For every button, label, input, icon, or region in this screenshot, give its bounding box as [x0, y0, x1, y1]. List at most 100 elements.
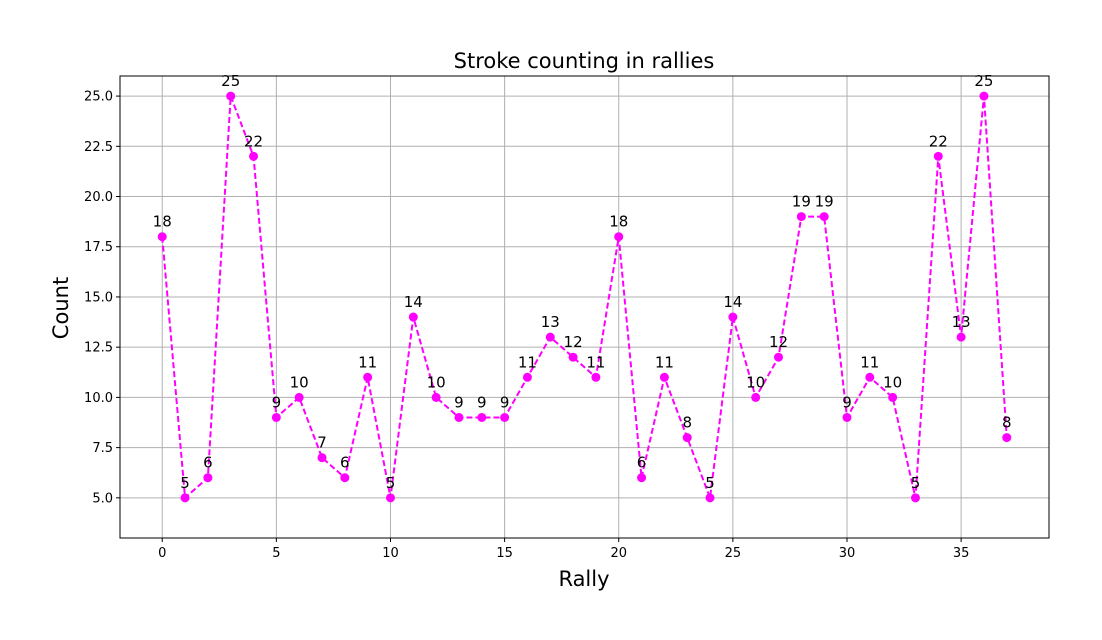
data-point	[203, 473, 213, 483]
data-point	[340, 473, 350, 483]
data-label: 22	[929, 132, 948, 150]
y-tick-label: 10.0	[84, 391, 113, 406]
x-tick-label: 20	[610, 546, 627, 561]
data-label: 5	[705, 474, 715, 492]
data-point	[294, 392, 304, 402]
data-point	[454, 412, 464, 422]
data-point	[180, 493, 190, 503]
chart-title: Stroke counting in rallies	[454, 49, 715, 73]
data-point	[774, 352, 784, 362]
data-point	[591, 372, 601, 382]
data-label: 9	[500, 393, 510, 411]
data-label: 22	[244, 132, 263, 150]
data-point	[363, 372, 373, 382]
data-point	[728, 312, 738, 322]
data-label: 18	[153, 213, 172, 231]
data-point	[1002, 433, 1012, 443]
data-label: 10	[746, 373, 765, 391]
data-label: 19	[815, 193, 834, 211]
series-line	[161, 95, 1008, 499]
x-tick-label: 15	[496, 546, 513, 561]
x-axis-title: Rally	[558, 567, 609, 591]
series-markers	[157, 91, 1012, 503]
data-point	[545, 332, 555, 342]
y-tick-label: 22.5	[84, 140, 113, 155]
y-tick-label: 25.0	[84, 90, 113, 105]
data-point	[865, 372, 875, 382]
data-point	[385, 493, 395, 503]
x-tick-label: 5	[272, 546, 280, 561]
data-point	[659, 372, 669, 382]
x-tick-label: 10	[382, 546, 399, 561]
x-tick-label: 0	[158, 546, 166, 561]
x-tick-label: 30	[839, 546, 856, 561]
data-point	[637, 473, 647, 483]
x-tick-label: 35	[953, 546, 970, 561]
data-point	[796, 212, 806, 222]
data-label: 9	[477, 393, 487, 411]
y-tick-label: 7.5	[92, 441, 113, 456]
data-label: 19	[792, 193, 811, 211]
data-point	[819, 212, 829, 222]
data-label: 9	[842, 393, 852, 411]
data-label: 25	[221, 72, 240, 90]
data-point	[979, 91, 989, 101]
data-label: 14	[404, 293, 423, 311]
data-label: 11	[586, 353, 605, 371]
data-point	[888, 392, 898, 402]
data-label: 8	[682, 414, 692, 432]
data-point	[956, 332, 966, 342]
data-point	[842, 412, 852, 422]
data-label: 8	[1002, 414, 1012, 432]
data-label: 5	[386, 474, 396, 492]
data-point	[477, 412, 487, 422]
series-polyline	[161, 95, 1008, 499]
data-label: 10	[883, 373, 902, 391]
data-point	[910, 493, 920, 503]
y-tick-label: 17.5	[84, 240, 113, 255]
y-tick-label: 12.5	[84, 341, 113, 356]
data-point	[933, 151, 943, 161]
data-label: 12	[564, 333, 583, 351]
data-label: 25	[974, 72, 993, 90]
data-label: 6	[340, 454, 350, 472]
data-label: 11	[518, 353, 537, 371]
data-label: 10	[290, 373, 309, 391]
data-point	[614, 232, 624, 242]
data-point	[682, 433, 692, 443]
data-point	[408, 312, 418, 322]
data-label: 13	[541, 313, 560, 331]
y-tick-label: 15.0	[84, 290, 113, 305]
data-label: 14	[723, 293, 742, 311]
data-point	[249, 151, 259, 161]
data-label: 9	[272, 393, 282, 411]
data-label: 11	[655, 353, 674, 371]
data-point	[317, 453, 327, 463]
axis-ticks: 0 5 10 15 20 25 30 35 5.0 7.5 10.0 12.5 15.0 17.5 20.0…	[84, 90, 969, 561]
data-label: 11	[358, 353, 377, 371]
data-point	[500, 412, 510, 422]
data-point	[431, 392, 441, 402]
data-point	[522, 372, 532, 382]
data-label: 9	[454, 393, 464, 411]
data-label: 10	[427, 373, 446, 391]
y-axis-title: Count	[49, 277, 73, 339]
data-point	[157, 232, 167, 242]
plot-area-frame	[119, 75, 1050, 539]
data-label: 6	[203, 454, 213, 472]
data-point	[751, 392, 761, 402]
data-label: 18	[609, 213, 628, 231]
data-label: 11	[860, 353, 879, 371]
data-label: 12	[769, 333, 788, 351]
data-point	[226, 91, 236, 101]
data-point	[568, 352, 578, 362]
data-label: 5	[911, 474, 921, 492]
y-tick-label: 5.0	[92, 491, 113, 506]
data-label: 6	[637, 454, 647, 472]
data-label: 7	[317, 434, 327, 452]
data-label: 13	[952, 313, 971, 331]
data-label: 5	[180, 474, 190, 492]
